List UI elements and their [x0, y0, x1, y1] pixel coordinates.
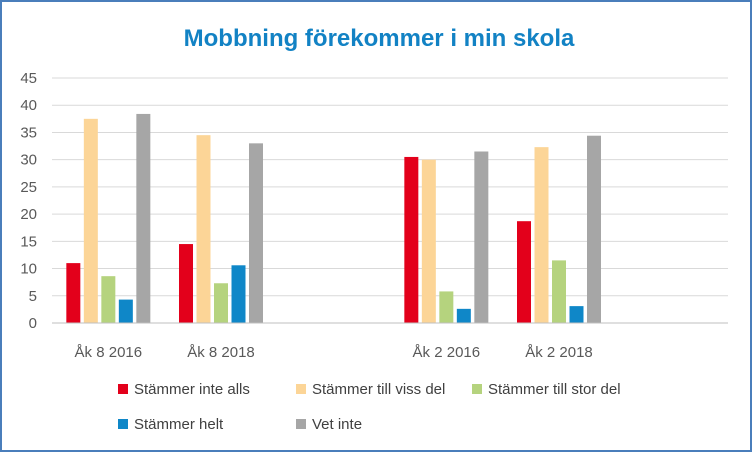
y-tick-label: 25 — [20, 179, 37, 196]
bar — [421, 159, 436, 323]
legend-item: Stämmer helt — [118, 416, 224, 433]
y-tick-label: 35 — [20, 124, 37, 141]
y-axis-ticks: 0 5 10 15 20 25 30 35 40 45 — [20, 70, 37, 332]
bar — [587, 135, 601, 323]
legend-swatch — [118, 384, 128, 394]
y-tick-label: 5 — [29, 288, 37, 305]
y-tick-label: 0 — [29, 315, 37, 332]
bar — [456, 308, 471, 323]
legend-swatch — [296, 384, 306, 394]
bar — [517, 221, 531, 323]
legend-swatch — [118, 419, 128, 429]
bar — [83, 118, 98, 323]
x-tick-label: Åk 8 2018 — [187, 344, 255, 361]
y-tick-label: 20 — [20, 206, 37, 223]
legend-label: Stämmer helt — [134, 416, 224, 433]
legend-item: Stämmer till viss del — [296, 381, 445, 398]
bar — [66, 263, 81, 323]
bar — [552, 260, 566, 323]
legend-label: Stämmer till viss del — [312, 381, 445, 398]
bar — [214, 283, 228, 323]
legend-item: Vet inte — [296, 416, 362, 433]
bar — [404, 156, 419, 323]
legend-label: Stämmer till stor del — [488, 381, 621, 398]
bar — [249, 143, 263, 323]
y-tick-label: 30 — [20, 152, 37, 169]
x-axis-ticks: Åk 8 2016 Åk 8 2018 Åk 2 2016 Åk 2 2018 — [75, 344, 593, 361]
legend-label: Vet inte — [312, 416, 362, 433]
bar — [231, 265, 246, 323]
bar — [569, 306, 584, 323]
y-tick-label: 40 — [20, 97, 37, 114]
y-tick-label: 15 — [20, 233, 37, 250]
gridlines — [52, 77, 728, 297]
bar — [474, 151, 489, 323]
legend-swatch — [472, 384, 482, 394]
bar — [136, 113, 151, 323]
x-tick-label: Åk 8 2016 — [75, 344, 143, 361]
chart-title: Mobbning förekommer i min skola — [184, 25, 575, 52]
x-tick-label: Åk 2 2016 — [413, 344, 481, 361]
x-tick-label: Åk 2 2018 — [525, 344, 593, 361]
legend-item: Stämmer inte alls — [118, 381, 250, 398]
legend-swatch — [296, 419, 306, 429]
bar — [179, 244, 193, 323]
bar — [101, 276, 116, 323]
y-tick-label: 45 — [20, 70, 37, 87]
legend-item: Stämmer till stor del — [472, 381, 621, 398]
bar — [439, 291, 454, 323]
bar — [534, 147, 549, 323]
y-tick-label: 10 — [20, 261, 37, 278]
legend-label: Stämmer inte alls — [134, 381, 250, 398]
bars — [66, 113, 601, 323]
legend: Stämmer inte alls Stämmer till viss del St… — [118, 381, 621, 433]
bar — [196, 135, 211, 323]
bar — [118, 299, 133, 323]
